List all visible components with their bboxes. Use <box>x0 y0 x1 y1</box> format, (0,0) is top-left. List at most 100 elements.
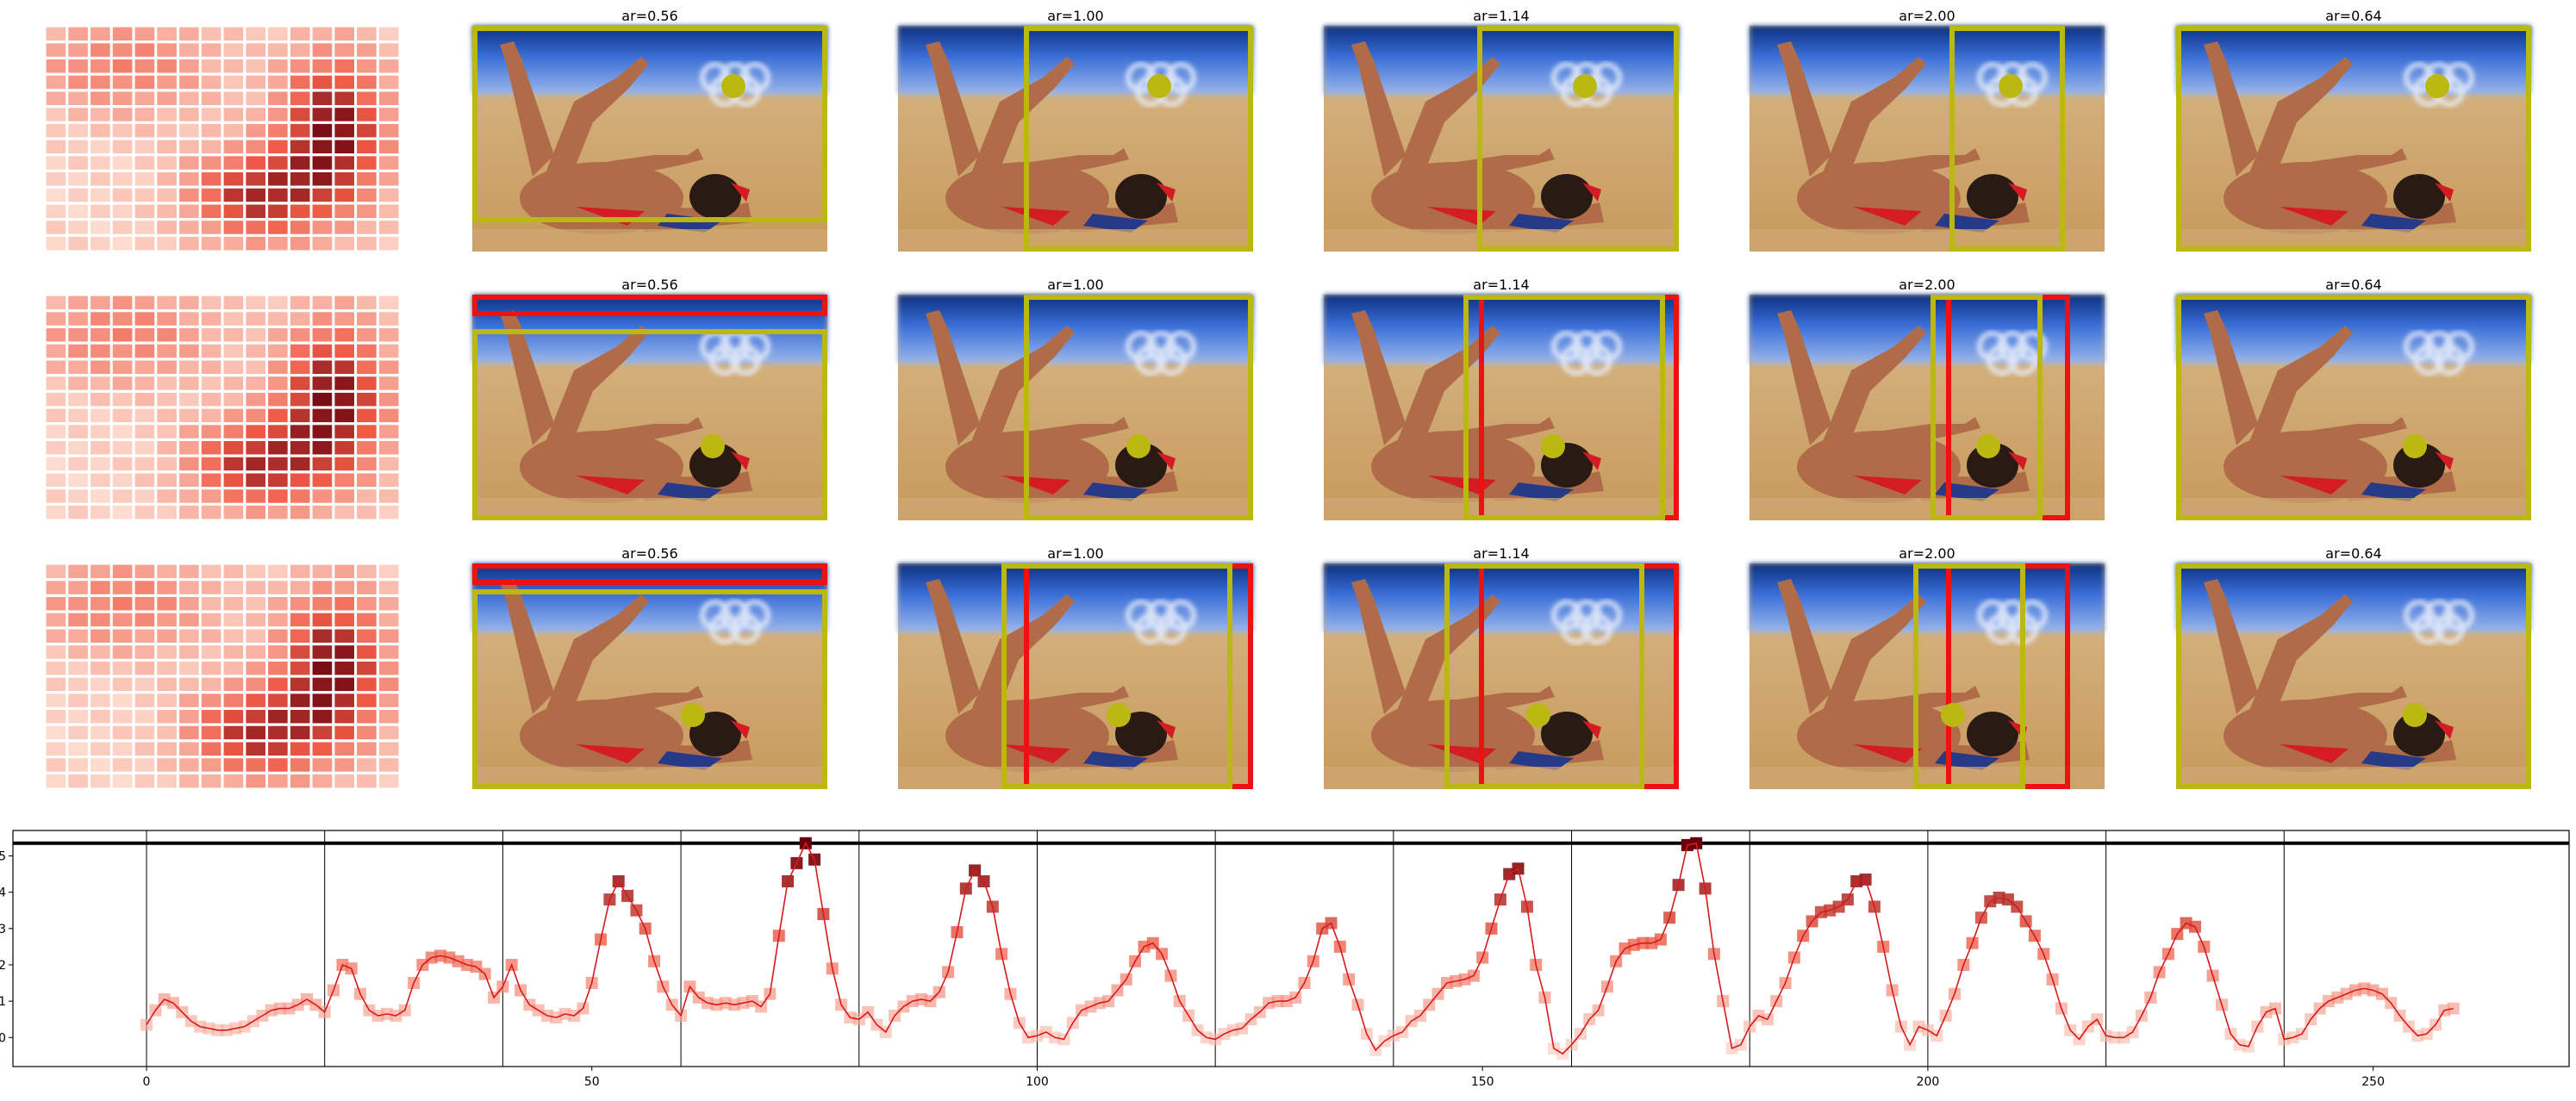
heatmap-cell <box>90 43 110 57</box>
heatmap-cell <box>46 360 66 374</box>
heatmap-cell <box>290 204 310 218</box>
heatmap-cell <box>46 661 66 675</box>
heatmap-cell <box>312 725 333 740</box>
heatmap-cell <box>246 27 265 41</box>
x-tick-label: 200 <box>1917 1075 1940 1089</box>
heatmap-cell <box>378 344 399 358</box>
heatmap-cell <box>179 473 199 487</box>
heatmap-cell <box>179 43 199 57</box>
crop-center-dot <box>721 74 745 98</box>
panel-title: ar=1.00 <box>1047 8 1103 24</box>
heatmap-cell <box>357 172 377 186</box>
heatmap-cell <box>179 140 199 154</box>
heatmap-cell <box>334 156 354 170</box>
heatmap-cell <box>312 312 333 326</box>
heatmap-cell <box>68 489 88 503</box>
crop-box <box>1949 26 2065 252</box>
heatmap-cell <box>268 613 288 627</box>
heatmap-cell <box>334 328 354 342</box>
heatmap-cell <box>157 677 177 692</box>
heatmap-cell <box>201 661 221 675</box>
heatmap-cell <box>201 312 221 326</box>
heatmap-cell <box>312 328 333 342</box>
heatmap-cell <box>68 645 88 659</box>
heatmap-cell <box>90 725 110 740</box>
heatmap-cell <box>68 236 88 251</box>
heatmap-cell <box>179 204 199 218</box>
heatmap-cell <box>179 408 199 423</box>
heatmap-cell <box>357 156 377 170</box>
heatmap-cell <box>223 140 244 154</box>
heatmap-cell <box>334 505 354 519</box>
heatmap-cell <box>223 204 244 218</box>
heatmap-cell <box>68 27 88 41</box>
heatmap-cell <box>268 408 288 423</box>
heatmap-cell <box>268 581 288 594</box>
heatmap-cell <box>112 91 133 105</box>
heatmap-cell <box>268 108 288 121</box>
heatmap-cell <box>357 564 377 579</box>
heatmap-cell <box>290 505 310 519</box>
heatmap-cell <box>378 629 399 643</box>
heatmap-cell <box>201 221 221 234</box>
heatmap-cell <box>378 742 399 756</box>
heatmap-cell <box>223 27 244 41</box>
heatmap-cell <box>246 613 265 627</box>
heatmap-cell <box>334 108 354 121</box>
y-tick-label: 3 <box>0 923 6 936</box>
heatmap-cell <box>334 725 354 740</box>
heatmap-cell <box>46 629 66 643</box>
heatmap-cell <box>246 758 265 772</box>
heatmap-cell <box>179 91 199 105</box>
heatmap-cell <box>46 172 66 186</box>
heatmap-cell <box>290 613 310 627</box>
heatmap-cell <box>90 108 110 121</box>
heatmap-cell <box>312 156 333 170</box>
heatmap-cell <box>334 360 354 374</box>
heatmap-cell <box>268 725 288 740</box>
heatmap-cell <box>223 156 244 170</box>
heatmap-cell <box>378 425 399 439</box>
heatmap-cell <box>378 172 399 186</box>
heatmap-cell <box>246 312 265 326</box>
heatmap-cell <box>223 597 244 611</box>
heatmap-cell <box>68 91 88 105</box>
heatmap-cell <box>312 204 333 218</box>
heatmap-cell <box>68 441 88 455</box>
heatmap-cell <box>90 564 110 579</box>
heatmap-cell <box>68 188 88 202</box>
heatmap-cell <box>134 742 155 756</box>
heatmap-cell <box>357 597 377 611</box>
heatmap-cell <box>268 156 288 170</box>
heatmap-cell <box>201 629 221 643</box>
heatmap-cell <box>134 473 155 487</box>
heatmap-cell <box>378 758 399 772</box>
heatmap-cell <box>312 172 333 186</box>
heatmap-cell <box>312 441 333 455</box>
heatmap-cell <box>179 295 199 310</box>
heatmap-cell <box>312 236 333 251</box>
heatmap-cell <box>90 694 110 707</box>
crop-box <box>2176 563 2531 789</box>
heatmap-cell <box>312 645 333 659</box>
crop-box <box>1930 295 2043 520</box>
heatmap-cell <box>357 360 377 374</box>
heatmap-cell <box>357 75 377 90</box>
heatmap-cell <box>290 581 310 594</box>
heatmap-cell <box>246 91 265 105</box>
heatmap-cell <box>357 613 377 627</box>
heatmap-cell <box>134 75 155 90</box>
heatmap-cell <box>46 677 66 692</box>
heatmap-cell <box>246 629 265 643</box>
heatmap-cell <box>334 677 354 692</box>
heatmap-cell <box>268 742 288 756</box>
heatmap-cell <box>46 645 66 659</box>
heatmap-cell <box>46 221 66 234</box>
crop-center-dot <box>1999 74 2023 98</box>
heatmap-cell <box>246 221 265 234</box>
heatmap-cell <box>357 59 377 73</box>
heatmap-cell <box>179 123 199 138</box>
heatmap-cell <box>334 188 354 202</box>
heatmap-cell <box>90 360 110 374</box>
